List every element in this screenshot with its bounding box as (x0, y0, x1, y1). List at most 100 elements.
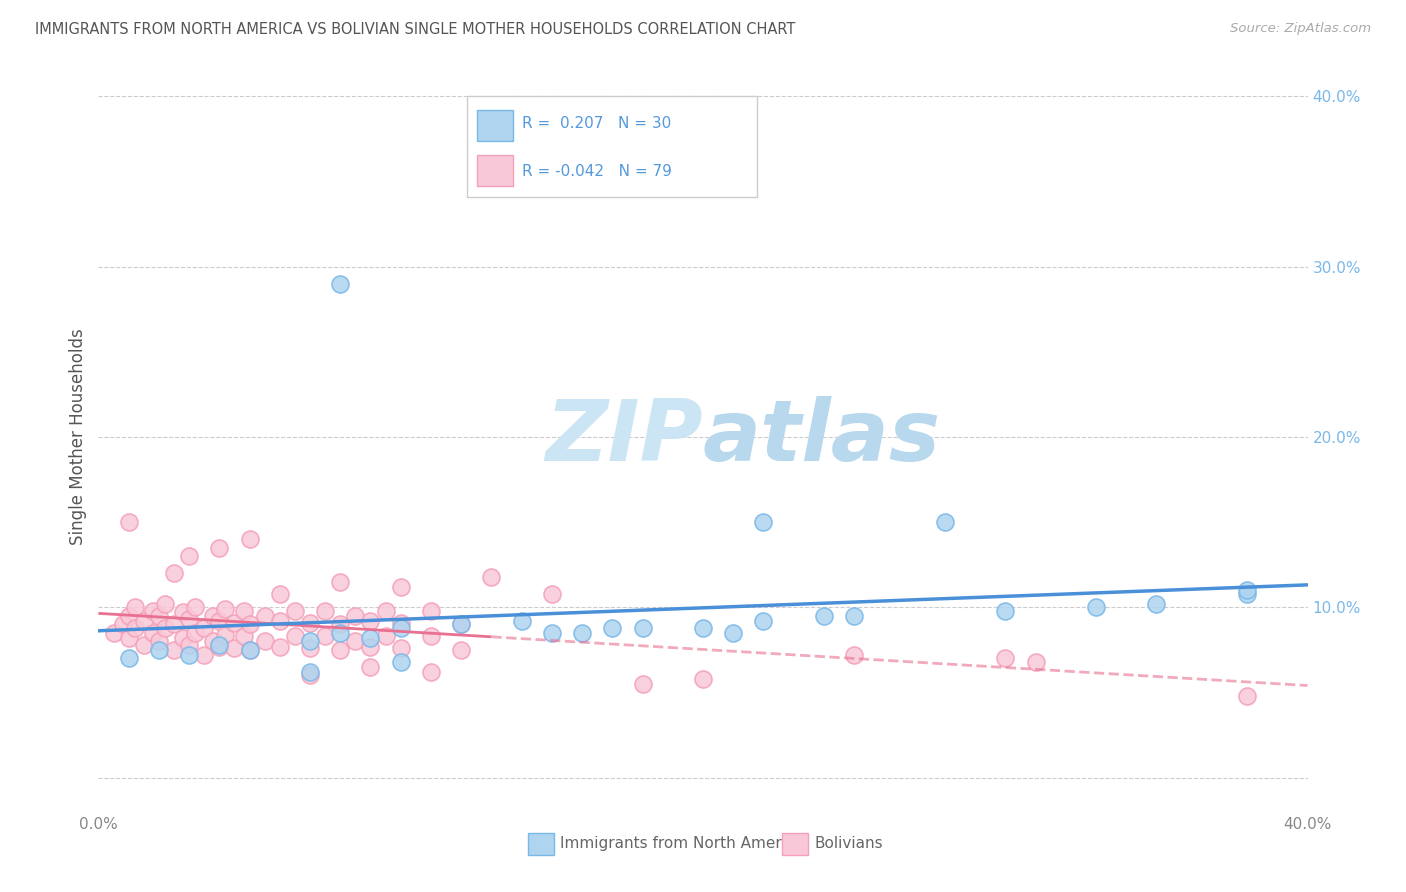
Point (329, 277, 352, 291)
Point (360, 614, 382, 628)
Point (179, 549, 201, 564)
Point (239, 533, 262, 547)
Text: ZIP: ZIP (546, 395, 703, 479)
Point (450, 617, 472, 632)
Point (232, 629, 254, 643)
Point (179, 612, 201, 626)
Point (299, 634, 322, 648)
Point (540, 587, 562, 601)
FancyBboxPatch shape (782, 833, 808, 855)
Point (214, 627, 236, 641)
Point (813, 608, 835, 623)
Point (631, 621, 654, 635)
Point (299, 615, 322, 630)
Point (344, 608, 367, 623)
Point (299, 668, 322, 682)
Point (329, 574, 352, 589)
Point (239, 643, 262, 657)
Point (389, 615, 412, 630)
Point (172, 606, 194, 620)
Text: Bolivians: Bolivians (814, 836, 883, 851)
Point (360, 640, 382, 654)
Point (299, 641, 322, 656)
Point (329, 617, 352, 632)
Point (994, 604, 1017, 618)
Point (148, 643, 170, 657)
Y-axis label: Single Mother Households: Single Mother Households (69, 329, 87, 545)
Point (571, 626, 593, 640)
Point (148, 608, 170, 623)
Point (1236, 689, 1258, 703)
Point (179, 648, 201, 662)
Point (314, 629, 336, 643)
Text: R = -0.042   N = 79: R = -0.042 N = 79 (522, 163, 672, 178)
Point (389, 621, 412, 635)
Text: Immigrants from North America: Immigrants from North America (561, 836, 804, 851)
Point (752, 614, 775, 628)
Point (994, 651, 1017, 665)
Point (124, 621, 146, 635)
Point (224, 615, 246, 630)
Text: Source: ZipAtlas.com: Source: ZipAtlas.com (1230, 22, 1371, 36)
Point (360, 631, 382, 645)
Point (118, 631, 141, 645)
Point (269, 587, 291, 601)
Point (389, 655, 412, 669)
Point (329, 626, 352, 640)
Point (631, 677, 654, 691)
Point (389, 641, 412, 656)
Point (239, 643, 262, 657)
Point (148, 634, 170, 648)
Text: R =  0.207   N = 30: R = 0.207 N = 30 (522, 116, 671, 131)
Point (1236, 583, 1258, 598)
Point (1085, 600, 1108, 615)
Point (132, 638, 155, 652)
Point (208, 638, 231, 652)
Point (184, 626, 207, 640)
Point (692, 672, 714, 686)
Point (284, 629, 307, 643)
Point (193, 648, 215, 662)
FancyBboxPatch shape (467, 96, 758, 197)
Point (450, 643, 472, 657)
Point (844, 648, 866, 662)
Point (142, 604, 165, 618)
Point (224, 641, 246, 656)
Point (111, 617, 134, 632)
Text: IMMIGRANTS FROM NORTH AMERICA VS BOLIVIAN SINGLE MOTHER HOUSEHOLDS CORRELATION C: IMMIGRANTS FROM NORTH AMERICA VS BOLIVIA… (35, 22, 796, 37)
Point (103, 626, 125, 640)
Point (253, 634, 276, 648)
Point (284, 604, 307, 618)
Point (153, 597, 176, 611)
Point (844, 608, 866, 623)
Point (450, 617, 472, 632)
Point (153, 621, 176, 635)
Point (389, 580, 412, 594)
Point (314, 604, 336, 618)
Point (420, 629, 443, 643)
Point (232, 604, 254, 618)
Point (124, 600, 146, 615)
Point (239, 617, 262, 632)
Point (344, 634, 367, 648)
Point (934, 515, 956, 529)
Point (193, 621, 215, 635)
FancyBboxPatch shape (527, 833, 554, 855)
Point (540, 626, 562, 640)
Point (179, 638, 201, 652)
Point (269, 640, 291, 654)
Point (360, 660, 382, 674)
Point (118, 515, 141, 529)
Point (1236, 587, 1258, 601)
Point (172, 631, 194, 645)
Point (163, 643, 186, 657)
Point (118, 608, 141, 623)
Point (214, 602, 236, 616)
Point (253, 608, 276, 623)
Point (481, 570, 503, 584)
FancyBboxPatch shape (477, 154, 513, 186)
Point (184, 600, 207, 615)
Point (510, 614, 533, 628)
Point (420, 604, 443, 618)
FancyBboxPatch shape (477, 110, 513, 141)
